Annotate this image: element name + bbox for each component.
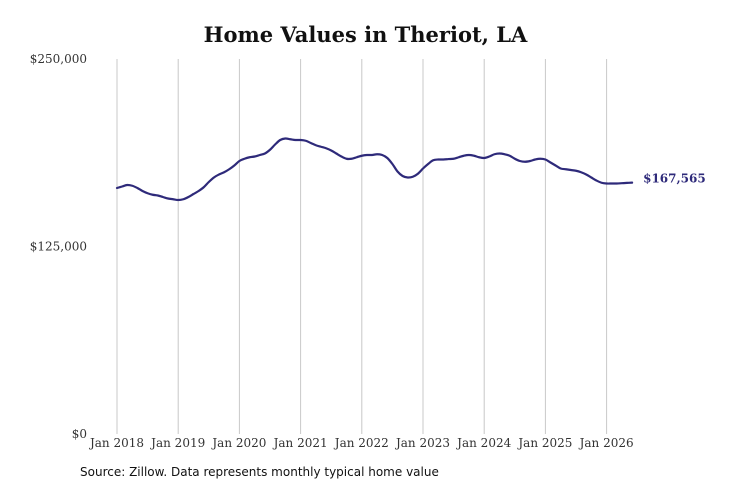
y-tick-label: $0 — [72, 427, 87, 441]
gridlines — [116, 59, 608, 434]
series-line — [115, 137, 634, 202]
x-tick-label: Jan 2021 — [272, 436, 328, 450]
chart-title: Home Values in Theriot, LA — [203, 22, 528, 47]
end-value-label: $167,565 — [643, 172, 706, 186]
x-tick-label: Jan 2019 — [149, 436, 205, 450]
x-tick-label: Jan 2026 — [578, 436, 634, 450]
x-tick-label: Jan 2022 — [333, 436, 389, 450]
y-tick-label: $250,000 — [30, 52, 87, 66]
y-tick-label: $125,000 — [30, 240, 87, 254]
x-tick-label: Jan 2024 — [455, 436, 511, 450]
series-layer: $167,565 — [115, 137, 706, 202]
source-note: Source: Zillow. Data represents monthly … — [80, 465, 439, 479]
x-axis-ticks: Jan 2018 Jan 2019 Jan 2020 Jan 2021 Jan 2022… — [88, 436, 634, 450]
y-axis-ticks: $0 $125,000 $250,000 — [30, 52, 87, 441]
x-tick-label: Jan 2020 — [210, 436, 266, 450]
x-tick-label: Jan 2023 — [394, 436, 450, 450]
x-tick-label: Jan 2018 — [88, 436, 144, 450]
x-tick-label: Jan 2025 — [516, 436, 572, 450]
